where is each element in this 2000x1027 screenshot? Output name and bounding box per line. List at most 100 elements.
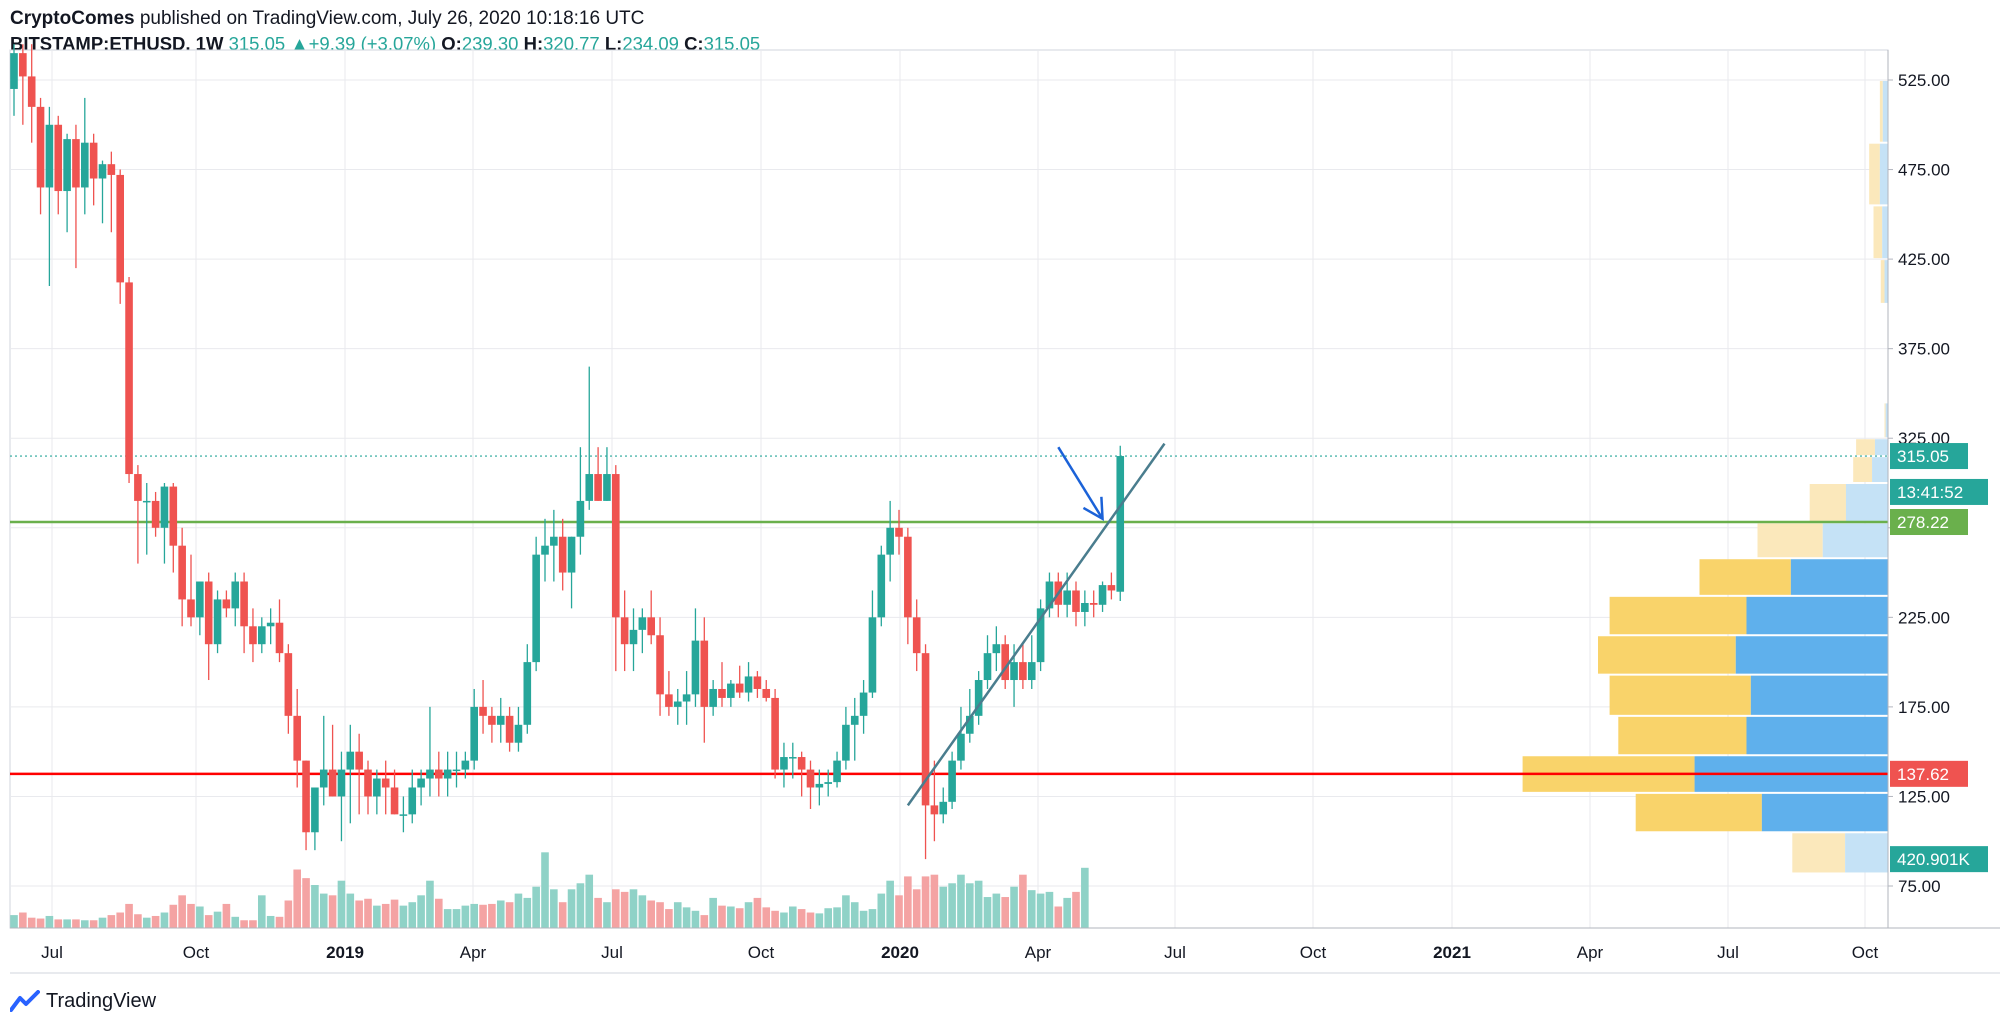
candle-body xyxy=(727,683,735,698)
volume-bar xyxy=(859,910,868,928)
volume-bar xyxy=(107,915,116,928)
volume-bar xyxy=(54,919,63,928)
price-badge xyxy=(1890,509,1968,536)
volume-bar xyxy=(895,895,903,928)
volume-bar xyxy=(196,906,204,928)
price-badge-label: 315.05 xyxy=(1897,447,1949,466)
candle-body xyxy=(558,536,567,573)
price-badge xyxy=(1890,846,1988,873)
candle-body xyxy=(532,554,540,663)
candle-body xyxy=(1081,603,1089,612)
volume-bar xyxy=(390,899,399,928)
candle-body xyxy=(771,697,779,770)
volume-bar xyxy=(72,919,80,928)
volume-bar xyxy=(789,906,797,928)
tradingview-logo[interactable]: TradingView xyxy=(10,986,156,1016)
volume-bar xyxy=(364,898,372,928)
volume-bar xyxy=(408,902,417,928)
volume-profile-up-bar xyxy=(1618,716,1747,755)
volume-bar xyxy=(594,897,602,928)
candle-body xyxy=(435,769,443,779)
candle-body xyxy=(470,706,478,761)
price-badge-label: 137.62 xyxy=(1897,765,1949,784)
volume-bar xyxy=(275,916,284,928)
published-text: published on TradingView.com, July 26, 2… xyxy=(139,8,645,29)
volume-bar xyxy=(249,920,257,928)
volume-bar xyxy=(753,897,762,928)
candle-body xyxy=(19,53,27,77)
volume-bar xyxy=(1027,890,1036,928)
volume-bar xyxy=(319,893,328,928)
x-axis-label: Jul xyxy=(1717,943,1739,962)
volume-bar xyxy=(19,912,27,928)
candle-body xyxy=(957,733,965,761)
candle-body xyxy=(72,139,80,188)
volume-bar xyxy=(735,908,744,928)
volume-profile-down-bar xyxy=(1761,793,1888,832)
candle-body xyxy=(319,769,328,788)
candle-body xyxy=(134,474,142,501)
candle-body xyxy=(762,688,771,698)
volume-profile-up-bar xyxy=(1609,675,1751,715)
volume-bar xyxy=(496,900,505,928)
volume-profile-up-bar xyxy=(1809,484,1846,522)
candle-body xyxy=(930,805,939,815)
candle-body xyxy=(824,782,832,784)
volume-bar xyxy=(682,907,691,928)
volume-bar xyxy=(665,909,673,928)
candle-body xyxy=(426,769,434,779)
candle-body xyxy=(1001,644,1009,681)
volume-bar xyxy=(63,919,71,928)
volume-bar xyxy=(523,897,532,928)
candle-body xyxy=(877,554,886,618)
volume-bar xyxy=(293,869,301,928)
symbol-label[interactable]: BITSTAMP:ETHUSD, 1W xyxy=(10,33,224,54)
volume-bar xyxy=(266,915,275,928)
candle-body xyxy=(629,629,638,645)
candle-body xyxy=(364,769,372,797)
volume-profile-down-bar xyxy=(1872,457,1888,482)
candle-body xyxy=(258,626,266,645)
volume-bar xyxy=(638,895,647,928)
candle-body xyxy=(240,581,248,627)
high-label: H: xyxy=(523,33,544,54)
candle-body xyxy=(842,724,850,761)
volume-bar xyxy=(656,902,664,928)
volume-profile-down-bar xyxy=(1882,206,1888,259)
volume-bar xyxy=(815,913,824,928)
volume-bar xyxy=(868,909,877,928)
volume-bar xyxy=(771,910,779,928)
volume-bar xyxy=(399,905,408,928)
candle-body xyxy=(443,769,452,779)
volume-profile-down-bar xyxy=(1845,484,1888,522)
volume-bar xyxy=(134,914,142,928)
candle-body xyxy=(505,715,514,743)
price-badge xyxy=(1890,443,1968,470)
candle-body xyxy=(293,715,301,761)
volume-profile-down-bar xyxy=(1735,636,1888,674)
volume-profile-up-bar xyxy=(1598,636,1736,674)
candle-body xyxy=(1019,662,1027,681)
volume-bar xyxy=(514,893,523,928)
tradingview-brand-text: TradingView xyxy=(46,989,157,1012)
volume-bar xyxy=(435,898,443,928)
volume-bar xyxy=(673,902,682,928)
candle-body xyxy=(1072,590,1080,612)
volume-profile-down-bar xyxy=(1746,596,1888,635)
volume-bar xyxy=(1081,867,1089,928)
candle-body xyxy=(691,640,700,695)
candle-body xyxy=(1010,662,1018,681)
candle-body xyxy=(63,139,71,192)
candle-body xyxy=(1036,608,1045,663)
candle-body xyxy=(815,783,824,788)
trendline xyxy=(906,442,1166,807)
candle-body xyxy=(479,706,487,716)
candle-body xyxy=(744,676,753,693)
candle-body xyxy=(921,653,930,806)
candle-body xyxy=(912,617,921,654)
author-name[interactable]: CryptoComes xyxy=(10,8,135,29)
up-arrow-icon: ▲ xyxy=(290,33,309,54)
volume-profile-up-bar xyxy=(1609,596,1747,635)
volume-bar xyxy=(541,852,549,928)
